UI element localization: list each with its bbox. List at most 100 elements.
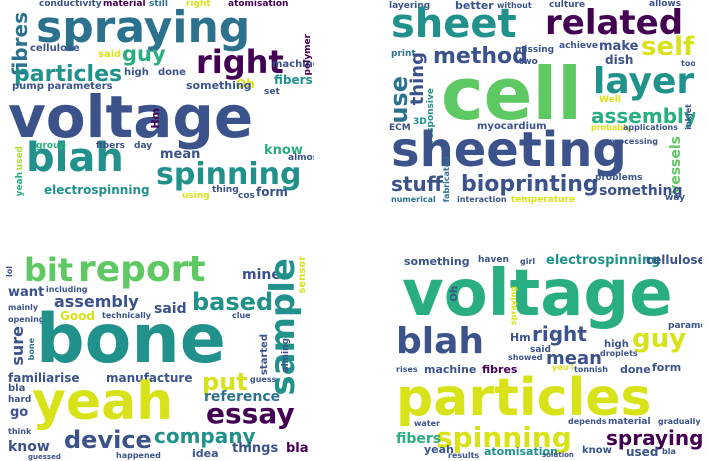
word: rises — [396, 365, 418, 374]
word: two — [519, 57, 538, 67]
word: device — [64, 426, 152, 454]
word: self — [641, 32, 695, 62]
word: layering — [389, 1, 431, 11]
word: cos — [238, 191, 255, 201]
word: spraying — [509, 286, 518, 325]
word: cellulose — [646, 253, 702, 267]
word: technically — [102, 311, 151, 320]
word: said — [154, 301, 187, 317]
word: myocardium — [477, 121, 547, 132]
word: ECM — [389, 123, 411, 133]
word: yeah — [32, 372, 174, 432]
word: using — [182, 191, 210, 201]
word: lol — [6, 266, 14, 277]
word: stuff — [391, 172, 443, 196]
word: know — [264, 143, 303, 158]
word: solution — [542, 451, 574, 459]
word: want — [8, 285, 45, 300]
word: bla — [286, 441, 309, 456]
word: numerical — [391, 195, 436, 204]
word: missing — [515, 45, 555, 55]
word: electrospinning — [44, 183, 150, 197]
word: interaction — [457, 195, 507, 204]
word: blah — [396, 321, 485, 362]
word: assembly — [54, 292, 139, 311]
word: way — [665, 193, 685, 203]
word: know — [8, 439, 50, 455]
word: said — [530, 345, 551, 355]
word: aiming — [281, 338, 291, 373]
word: used — [626, 445, 659, 459]
word: particles — [396, 368, 652, 428]
word: form — [652, 361, 682, 374]
word: print — [391, 49, 416, 59]
word: allows — [649, 0, 682, 9]
word: happened — [116, 451, 161, 460]
word: tonnish — [574, 365, 608, 374]
word: something — [404, 255, 470, 268]
word: cell — [441, 52, 582, 136]
word: bone — [27, 338, 36, 361]
word: manufacture — [106, 371, 193, 385]
word: inkjet — [684, 104, 693, 130]
word: Good — [60, 309, 95, 323]
word: thing — [212, 185, 239, 195]
word: right — [196, 43, 284, 81]
word: including — [46, 285, 88, 294]
word: sure — [8, 326, 27, 366]
word: mean — [160, 147, 201, 162]
word: assembly — [591, 104, 695, 128]
word: put — [202, 368, 248, 396]
word: high — [604, 339, 629, 350]
word: fibers — [396, 431, 442, 447]
word: yeah — [15, 172, 25, 197]
word-cloud-top-left: conductivity material still right atomis… — [6, 0, 314, 206]
word: results — [448, 451, 480, 460]
word: probably — [591, 123, 631, 132]
word: atomisation — [228, 0, 289, 9]
word: showed — [508, 353, 543, 362]
word: bit — [24, 252, 74, 289]
word: voltage — [402, 257, 673, 331]
word: guy — [122, 42, 166, 66]
word: dish — [605, 53, 634, 67]
word: method — [433, 44, 528, 69]
word: fibers — [274, 73, 313, 87]
word: used — [15, 146, 25, 171]
word: bla — [662, 447, 676, 456]
word: said — [98, 49, 122, 60]
word: go — [10, 405, 29, 420]
word: think — [8, 427, 32, 436]
word: mainly — [8, 303, 39, 312]
word: done — [620, 363, 651, 376]
word: pump parameters — [12, 81, 113, 92]
word-cloud-bottom-left: bit report mine sensor want lol includin… — [6, 252, 314, 461]
word: high — [124, 67, 149, 78]
word: sheeting — [391, 122, 627, 178]
word: machine — [272, 59, 314, 70]
word: fibers — [96, 141, 126, 151]
word: bla — [8, 383, 26, 394]
word: spraying — [36, 2, 251, 53]
word: sheet — [391, 1, 517, 47]
word: without — [497, 1, 532, 10]
word: familiarise — [8, 371, 80, 385]
word: gradually — [658, 417, 701, 426]
word: thing — [407, 52, 428, 106]
word: company — [154, 424, 256, 448]
word: voltage — [8, 83, 254, 151]
word: Hm — [149, 108, 162, 129]
word: water — [414, 419, 440, 428]
word: make — [599, 39, 639, 54]
word: Well — [599, 95, 621, 105]
word: spinning — [436, 421, 572, 454]
word: clue — [232, 311, 251, 320]
word: achieve — [559, 41, 598, 51]
word: bioprinting — [461, 172, 599, 197]
word: guess — [250, 375, 277, 384]
word: mine — [242, 267, 281, 283]
word: parameters — [668, 321, 702, 331]
word: things — [232, 441, 279, 456]
word: particles — [14, 62, 123, 87]
word: opening — [8, 315, 45, 324]
